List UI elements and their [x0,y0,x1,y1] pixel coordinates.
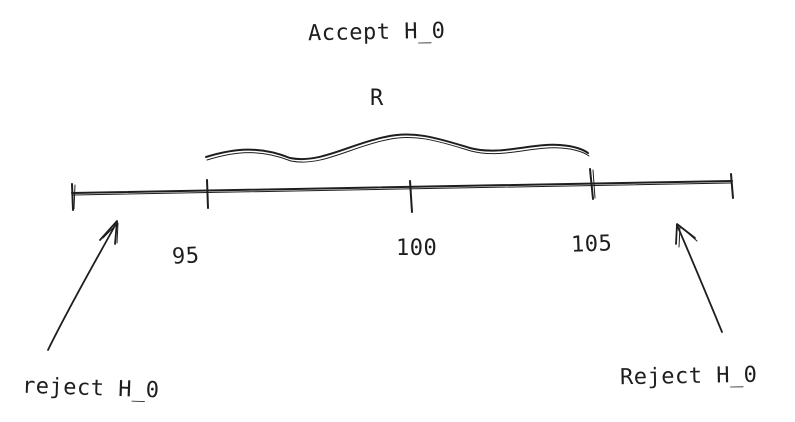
tick-left-end [71,183,74,211]
tick-left-end-b [73,184,76,210]
reject-left-label: reject H_0 [21,373,160,404]
accept-h0-label: Accept H_0 [307,18,446,47]
tick-label-95: 95 [171,243,201,270]
arrow-right-head-b [678,225,698,248]
acceptance-brace-stroke2 [206,137,590,163]
number-line-stroke2 [72,182,732,196]
arrow-left-head-b [102,222,119,244]
tick-105 [589,168,594,200]
range-r-label: R [370,86,384,111]
tick-95 [206,179,209,209]
arrow-right-shaft [676,224,723,333]
reject-right-label: Reject H_0 [619,362,758,391]
arrow-left-head-a [99,220,118,245]
tick-100 [409,180,413,213]
arrow-left-shaft [47,221,118,351]
tick-label-100: 100 [396,236,438,261]
tick-label-105: 105 [570,231,613,258]
tick-105-b [592,169,596,199]
tick-right-end [730,173,734,199]
number-line [71,180,733,194]
acceptance-brace [205,133,589,161]
